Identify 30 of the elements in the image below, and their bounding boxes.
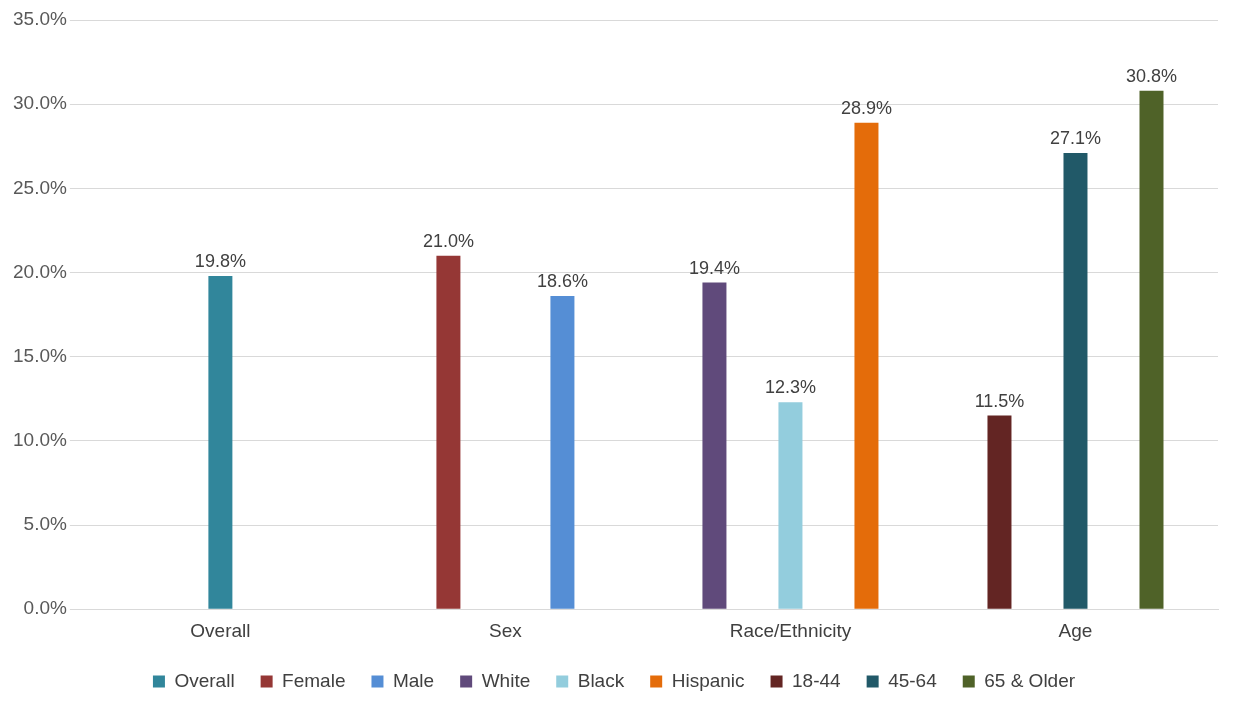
data-label: 21.0%: [422, 230, 474, 251]
data-label: 18.6%: [536, 271, 588, 292]
y-tick-label: 15.0%: [13, 344, 67, 366]
x-tick-label: Sex: [489, 619, 523, 641]
legend-label: Hispanic: [671, 669, 745, 691]
y-tick-label: 30.0%: [13, 92, 67, 114]
data-label: 19.4%: [688, 257, 740, 278]
data-label: 12.3%: [764, 377, 816, 398]
legend-label: White: [481, 669, 531, 691]
x-tick-label: Overall: [190, 619, 251, 641]
legend-label: Overall: [174, 669, 235, 691]
legend-label: 65 & Older: [984, 669, 1076, 691]
y-tick-label: 35.0%: [13, 8, 67, 30]
legend-label: Female: [282, 669, 346, 691]
y-tick-label: 10.0%: [13, 429, 67, 451]
legend-label: 18-44: [792, 669, 842, 691]
data-label: 19.8%: [194, 250, 246, 271]
y-tick-label: 25.0%: [13, 176, 67, 198]
y-tick-label: 0.0%: [23, 597, 67, 619]
data-label: 27.1%: [1049, 127, 1102, 148]
y-tick-label: 20.0%: [13, 260, 67, 282]
legend-label: Black: [577, 669, 625, 691]
data-label: 28.9%: [840, 97, 892, 118]
data-label: 30.8%: [1125, 65, 1178, 86]
legend-label: Male: [392, 669, 435, 691]
data-label: 11.5%: [974, 390, 1025, 411]
x-tick-label: Age: [1058, 619, 1093, 641]
legend-label: 45-64: [888, 669, 938, 691]
x-tick-label: Race/Ethnicity: [729, 619, 852, 641]
y-tick-label: 5.0%: [23, 513, 67, 535]
